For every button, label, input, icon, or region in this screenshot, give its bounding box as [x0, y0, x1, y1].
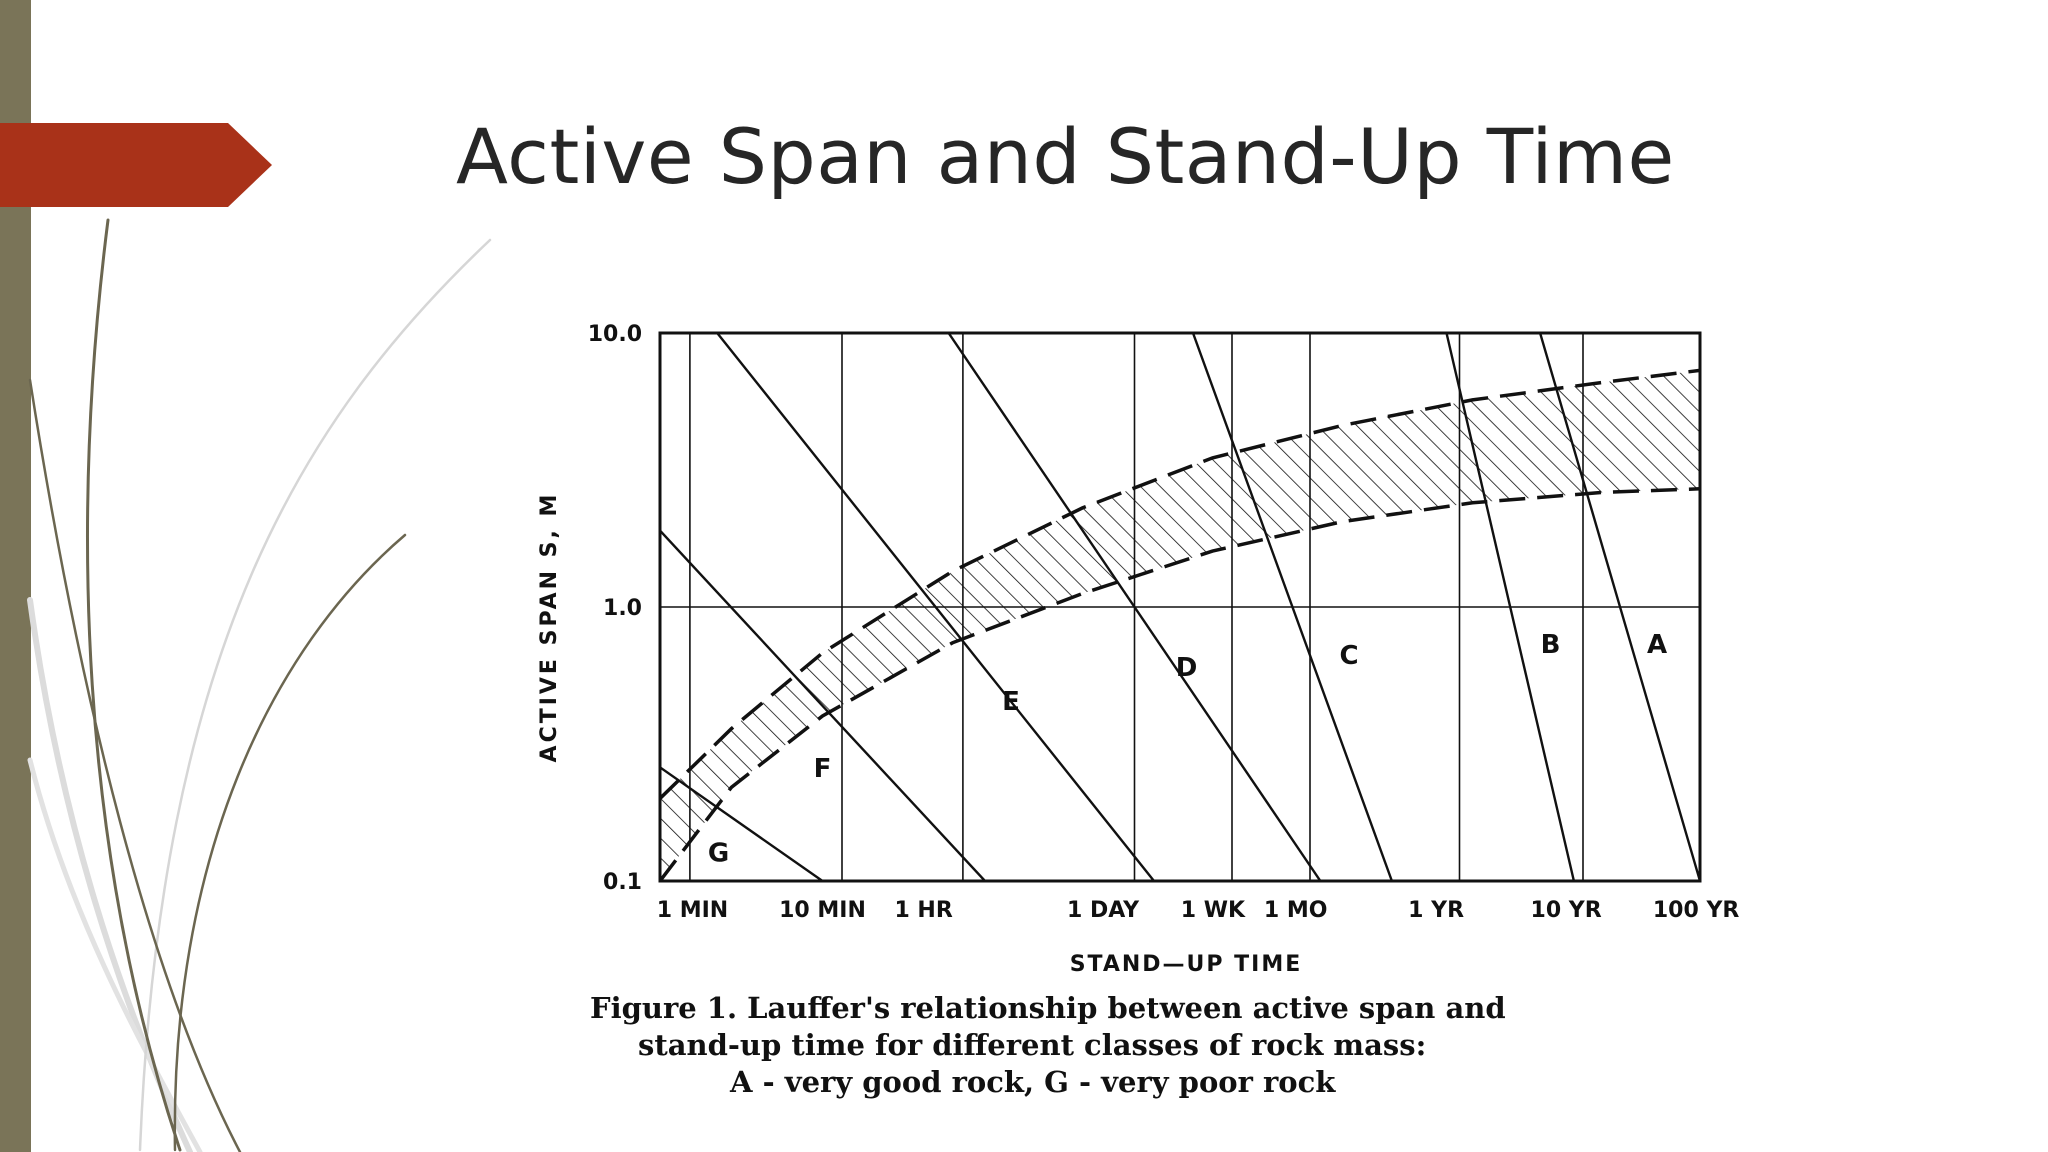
- zone-label-b: B: [1541, 630, 1561, 660]
- y-tick-label: 10.0: [588, 322, 642, 347]
- deco-curve-light-2: [27, 757, 203, 1152]
- y-axis-title: ACTIVE SPAN S, M: [537, 492, 562, 763]
- decorative-curves: [27, 218, 492, 1152]
- zone-label-c: C: [1339, 641, 1358, 671]
- x-tick-label: 1 MIN: [657, 898, 728, 923]
- zone-label-a: A: [1647, 630, 1667, 660]
- class-line-d: [947, 333, 1322, 881]
- x-tick-label: 1 WK: [1181, 898, 1246, 923]
- zone-label-g: G: [708, 838, 729, 868]
- title-arrow-tab: [0, 123, 272, 207]
- x-tick-label: 1 DAY: [1067, 898, 1140, 923]
- class-line-f: [660, 529, 986, 881]
- x-tick-label: 1 YR: [1408, 898, 1464, 923]
- x-tick-label: 10 YR: [1531, 898, 1602, 923]
- class-line-e: [716, 333, 1155, 881]
- deco-curve-dark-3: [173, 533, 407, 1152]
- zone-label-f: F: [814, 754, 832, 784]
- y-tick-label: 0.1: [603, 870, 642, 895]
- caption-line-3: A - very good rock, G - very poor rock: [730, 1065, 1336, 1099]
- deco-curve-dark-2: [28, 378, 242, 1152]
- class-line-c: [1191, 333, 1394, 881]
- x-tick-label: 10 MIN: [779, 898, 866, 923]
- envelope-lower-bound: [660, 487, 1700, 881]
- class-line-b: [1445, 333, 1576, 881]
- zone-label-e: E: [1002, 687, 1020, 717]
- x-tick-label: 100 YR: [1653, 898, 1740, 923]
- envelope-upper-bound: [660, 368, 1700, 800]
- figure-caption: Figure 1. Lauffer's relationship between…: [560, 990, 1680, 1101]
- x-tick-label: 1 MO: [1264, 898, 1328, 923]
- caption-line-2: stand-up time for different classes of r…: [638, 1028, 1427, 1062]
- class-line-a: [1538, 333, 1700, 881]
- caption-line-1: Figure 1. Lauffer's relationship between…: [590, 991, 1506, 1025]
- x-tick-label: 1 HR: [894, 898, 952, 923]
- plot-frame: [658, 331, 1702, 883]
- zone-label-d: D: [1176, 653, 1198, 683]
- x-axis-title: STAND—UP TIME: [1070, 952, 1303, 977]
- slide-title: Active Span and Stand-Up Time: [456, 112, 1675, 201]
- stand-up-envelope-hatch: [660, 370, 1700, 881]
- y-tick-label: 1.0: [603, 596, 642, 621]
- class-line-g: [660, 766, 824, 881]
- deco-curve-dark-1: [86, 218, 182, 1152]
